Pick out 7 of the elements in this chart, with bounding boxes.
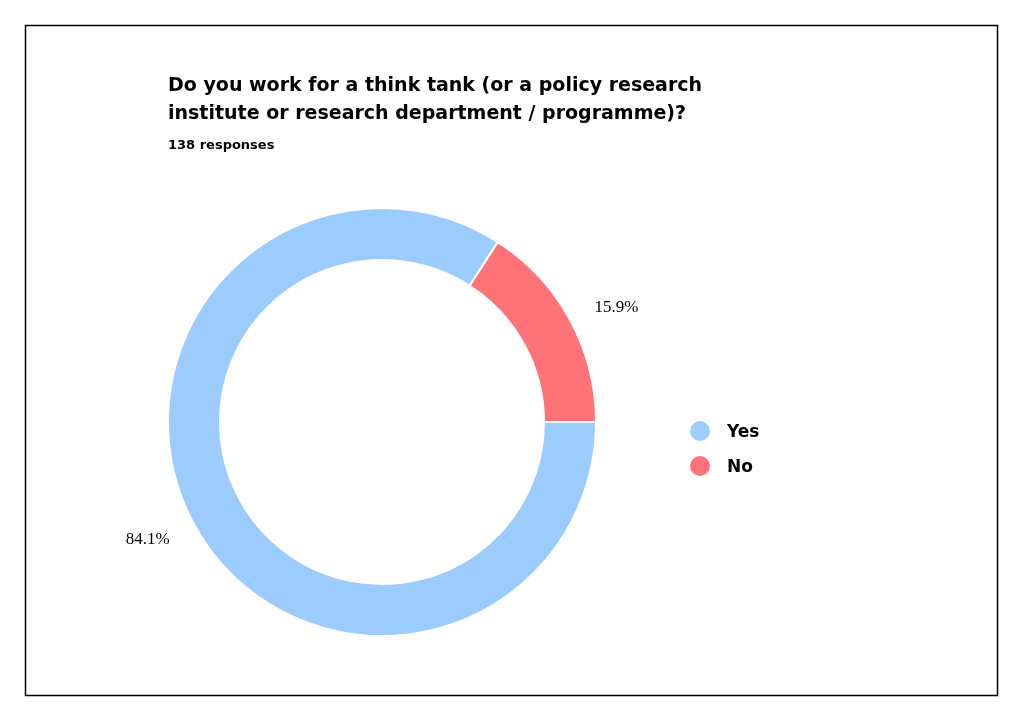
donut-slice: [167, 207, 597, 637]
data-label: 84.1%: [125, 528, 170, 548]
legend-label: No: [727, 455, 753, 476]
legend-label: Yes: [726, 420, 760, 441]
chart-subtitle: 138 responses: [168, 137, 275, 152]
chart-title: Do you work for a think tank (or a policy research institute or research department / programme)?: [168, 73, 703, 123]
data-label: 15.9%: [594, 297, 639, 317]
